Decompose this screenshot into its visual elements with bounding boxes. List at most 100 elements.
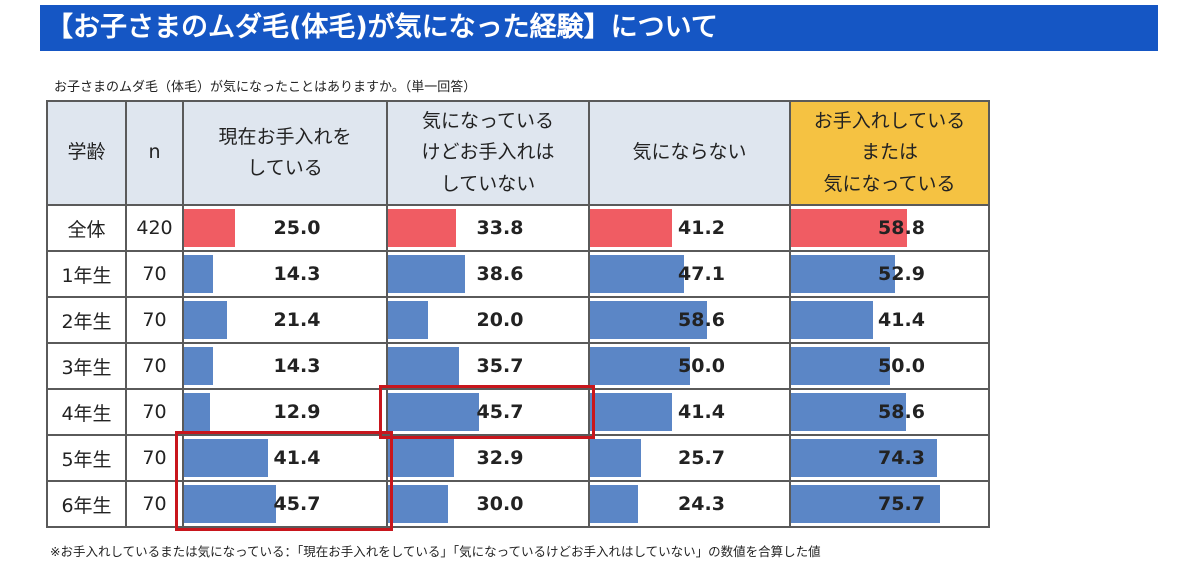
header-col2-line: していない — [440, 172, 536, 195]
row-n: 70 — [125, 480, 184, 528]
row-grade: 全体 — [46, 204, 127, 252]
value-bar — [590, 209, 672, 247]
value-cell: 33.8 — [386, 204, 590, 252]
highlight-box — [379, 385, 595, 439]
value-label: 41.4 — [678, 401, 725, 423]
table-row: 4年生 70 12.9 45.7 41.4 58.6 — [46, 388, 990, 436]
value-label: 30.0 — [476, 493, 524, 515]
value-label: 45.7 — [273, 493, 321, 515]
value-bar — [590, 347, 690, 385]
value-label: 21.4 — [273, 309, 321, 331]
value-cell: 58.8 — [789, 204, 990, 252]
value-bar — [791, 393, 907, 431]
value-bar — [388, 209, 456, 247]
value-label: 20.0 — [476, 309, 524, 331]
header-col4-line: または — [860, 141, 918, 164]
value-cell: 12.9 — [182, 388, 388, 436]
value-bar — [590, 485, 639, 523]
value-label: 33.8 — [476, 217, 524, 239]
table-row: 6年生 70 45.7 30.0 24.3 75.7 — [46, 480, 990, 528]
row-n: 70 — [125, 434, 184, 482]
value-cell: 25.0 — [182, 204, 388, 252]
page-title: 【お子さまのムダ毛(体毛)が気になった経験】について — [40, 5, 1158, 51]
row-n: 70 — [125, 250, 184, 298]
header-col2: 気になっている けどお手入れは していない — [386, 100, 590, 206]
value-label: 32.9 — [476, 447, 524, 469]
header-grade: 学齢 — [46, 100, 127, 206]
value-bar — [791, 347, 890, 385]
value-bar — [388, 393, 480, 431]
value-bar — [590, 301, 707, 339]
table-row: 2年生 70 21.4 20.0 58.6 41.4 — [46, 296, 990, 344]
value-label: 50.0 — [878, 355, 925, 377]
value-cell: 45.7 — [182, 480, 388, 528]
value-bar — [388, 255, 466, 293]
value-cell: 38.6 — [386, 250, 590, 298]
value-bar — [184, 439, 268, 477]
value-label: 58.6 — [878, 401, 925, 423]
row-grade: 1年生 — [46, 250, 127, 298]
value-cell: 74.3 — [789, 434, 990, 482]
value-cell: 41.4 — [588, 388, 791, 436]
value-bar — [590, 439, 642, 477]
value-bar — [590, 255, 684, 293]
survey-question: お子さまのムダ毛（体毛）が気になったことはありますか。（単一回答） — [54, 80, 477, 95]
table-row: 1年生 70 14.3 38.6 47.1 52.9 — [46, 250, 990, 298]
value-label: 50.0 — [678, 355, 725, 377]
value-bar — [590, 393, 673, 431]
value-label: 14.3 — [273, 263, 321, 285]
value-label: 14.3 — [273, 355, 321, 377]
value-bar — [791, 301, 873, 339]
row-grade: 3年生 — [46, 342, 127, 390]
value-cell: 20.0 — [386, 296, 590, 344]
header-col1: 現在お手入れを している — [182, 100, 388, 206]
row-n: 70 — [125, 388, 184, 436]
value-label: 25.0 — [273, 217, 321, 239]
value-cell: 35.7 — [386, 342, 590, 390]
value-cell: 14.3 — [182, 250, 388, 298]
value-label: 24.3 — [678, 493, 725, 515]
value-cell: 41.4 — [182, 434, 388, 482]
value-label: 47.1 — [678, 263, 725, 285]
value-bar — [184, 209, 235, 247]
header-row: 学齢 n 現在お手入れを している 気になっている けどお手入れは していない … — [46, 100, 990, 206]
value-label: 38.6 — [476, 263, 524, 285]
row-grade: 2年生 — [46, 296, 127, 344]
value-cell: 50.0 — [789, 342, 990, 390]
value-cell: 58.6 — [588, 296, 791, 344]
value-cell: 30.0 — [386, 480, 590, 528]
value-label: 12.9 — [273, 401, 321, 423]
value-label: 41.4 — [878, 309, 925, 331]
header-col3-line: 気にならない — [632, 141, 747, 164]
value-cell: 32.9 — [386, 434, 590, 482]
value-cell: 14.3 — [182, 342, 388, 390]
header-col1-line: 現在お手入れを — [218, 125, 352, 148]
value-bar — [388, 347, 460, 385]
header-col4: お手入れしている または 気になっている — [789, 100, 990, 206]
header-col4-line: お手入れしている — [813, 109, 966, 132]
header-col1-line: している — [247, 157, 323, 179]
footnote: ※お手入れしているまたは気になっている：「現在お手入れをしている」「気になってい… — [50, 544, 821, 559]
table-row: 5年生 70 41.4 32.9 25.7 74.3 — [46, 434, 990, 482]
value-label: 41.4 — [273, 447, 321, 469]
row-n: 70 — [125, 296, 184, 344]
header-n: n — [125, 100, 184, 206]
value-cell: 41.4 — [789, 296, 990, 344]
value-bar — [388, 301, 428, 339]
value-bar — [791, 485, 941, 523]
value-label: 25.7 — [678, 447, 725, 469]
value-cell: 58.6 — [789, 388, 990, 436]
value-cell: 50.0 — [588, 342, 791, 390]
value-bar — [388, 439, 454, 477]
table-row: 全体 420 25.0 33.8 41.2 58.8 — [46, 204, 990, 252]
value-bar — [184, 255, 213, 293]
value-cell: 75.7 — [789, 480, 990, 528]
header-col2-line: 気になっている — [421, 109, 555, 132]
value-label: 41.2 — [678, 217, 725, 239]
header-col4-line: 気になっている — [823, 172, 956, 195]
value-label: 58.6 — [678, 309, 725, 331]
value-bar — [388, 485, 448, 523]
row-grade: 5年生 — [46, 434, 127, 482]
value-label: 52.9 — [878, 263, 925, 285]
value-label: 35.7 — [476, 355, 524, 377]
